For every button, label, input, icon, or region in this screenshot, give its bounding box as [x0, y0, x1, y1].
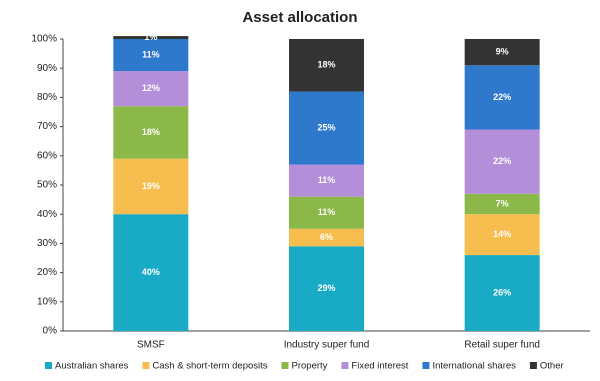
bar-segment: [113, 36, 189, 39]
value-label: 18%: [317, 60, 335, 70]
y-tick-label: 70%: [37, 121, 57, 132]
legend-swatch: [341, 362, 349, 369]
value-label: 40%: [142, 267, 160, 277]
legend-label: Fixed interest: [351, 361, 408, 372]
y-tick-label: 100%: [31, 34, 57, 45]
bar-segment: [464, 193, 540, 215]
bar-segment: [289, 228, 364, 247]
value-label: 26%: [493, 287, 511, 297]
y-tick-label: 20%: [37, 267, 57, 278]
bar-segment: [464, 39, 540, 66]
y-tick-label: 10%: [37, 296, 57, 307]
value-label: 29%: [317, 283, 335, 293]
y-tick-label: 90%: [37, 63, 57, 74]
y-tick-label: 60%: [37, 150, 57, 161]
bar-segment: [113, 158, 189, 215]
value-label: 14%: [493, 229, 511, 239]
value-label: 7%: [496, 198, 509, 208]
bar-segment: [289, 164, 364, 197]
bar-segment: [289, 39, 364, 92]
y-tick-label: 30%: [37, 238, 57, 249]
y-tick-label: 50%: [37, 180, 57, 191]
y-tick-label: 0%: [43, 326, 58, 337]
legend-label: Property: [292, 361, 328, 372]
x-tick-label: Industry super fund: [284, 340, 370, 351]
value-label: 19%: [142, 181, 160, 191]
bar-segment: [464, 129, 540, 194]
bar-segment: [113, 106, 189, 159]
value-label: 11%: [142, 49, 160, 59]
bar-segment: [113, 39, 189, 72]
value-label: 18%: [142, 127, 160, 137]
legend-swatch: [281, 362, 289, 369]
legend-label: Australian shares: [55, 361, 129, 372]
legend-swatch: [422, 362, 430, 369]
value-label: 11%: [318, 207, 336, 217]
bar-segment: [464, 214, 540, 256]
x-tick-label: Retail super fund: [464, 340, 540, 351]
value-label: 9%: [496, 47, 509, 57]
value-label: 12%: [142, 83, 160, 93]
bar-segment: [464, 255, 540, 331]
value-label: 6%: [320, 232, 333, 242]
value-label: 22%: [493, 92, 511, 102]
value-label: 25%: [317, 122, 335, 132]
chart-title: Asset allocation: [242, 9, 357, 26]
value-label: 11%: [318, 175, 336, 185]
x-tick-label: SMSF: [137, 340, 165, 351]
legend-swatch: [529, 362, 537, 369]
legend-label: International shares: [432, 361, 516, 372]
legend-swatch: [142, 362, 150, 369]
bar-segment: [113, 71, 189, 107]
bar-segment: [464, 65, 540, 130]
bar-segment: [113, 214, 189, 331]
value-label: 1%: [144, 32, 157, 42]
legend-swatch: [45, 362, 52, 369]
bar-segment: [289, 91, 364, 165]
y-tick-label: 40%: [37, 209, 57, 220]
bar-segment: [289, 196, 364, 229]
legend-label: Cash & short-term deposits: [152, 361, 267, 372]
value-label: 22%: [493, 156, 511, 166]
bar-segment: [289, 246, 364, 331]
legend-label: Other: [540, 361, 564, 372]
y-tick-label: 80%: [37, 92, 57, 103]
